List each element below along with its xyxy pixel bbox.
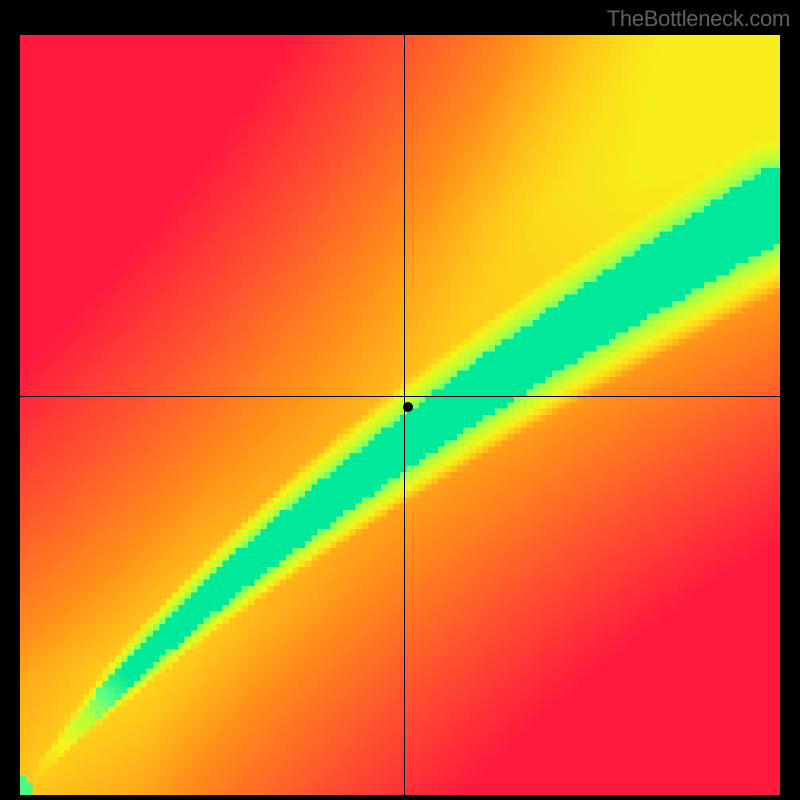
data-point-marker — [403, 402, 413, 412]
heatmap-canvas — [20, 35, 780, 795]
plot-area — [20, 35, 780, 795]
crosshair-vertical — [404, 35, 405, 795]
chart-container: TheBottleneck.com — [0, 0, 800, 800]
watermark-text: TheBottleneck.com — [607, 6, 790, 32]
crosshair-horizontal — [20, 396, 780, 397]
